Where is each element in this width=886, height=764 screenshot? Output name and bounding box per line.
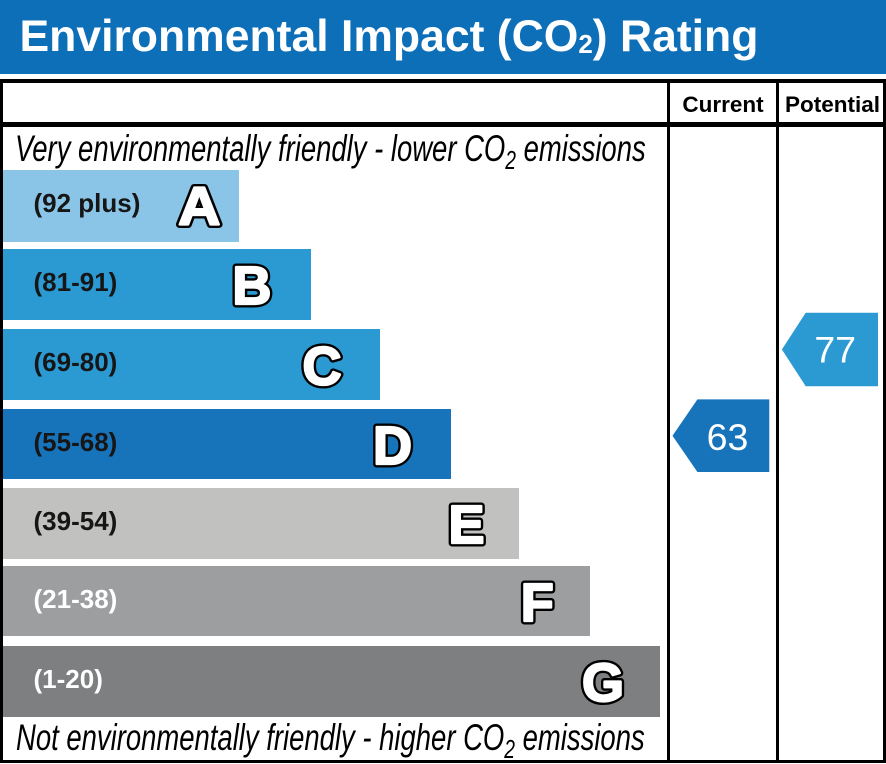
svg-text:G: G [582, 653, 624, 713]
svg-text:C: C [303, 336, 342, 396]
svg-text:D: D [373, 416, 412, 476]
svg-text:F: F [521, 573, 554, 633]
svg-text:B: B [232, 256, 271, 316]
svg-text:E: E [448, 495, 484, 555]
svg-text:A: A [178, 176, 220, 237]
svg-text:E: E [448, 495, 484, 555]
svg-text:F: F [521, 573, 554, 633]
svg-text:D: D [373, 416, 412, 476]
svg-text:B: B [232, 256, 271, 316]
svg-text:A: A [178, 176, 220, 237]
svg-text:77: 77 [814, 329, 856, 371]
svg-text:G: G [582, 653, 624, 713]
svg-text:63: 63 [707, 416, 749, 458]
svg-text:C: C [303, 336, 342, 396]
